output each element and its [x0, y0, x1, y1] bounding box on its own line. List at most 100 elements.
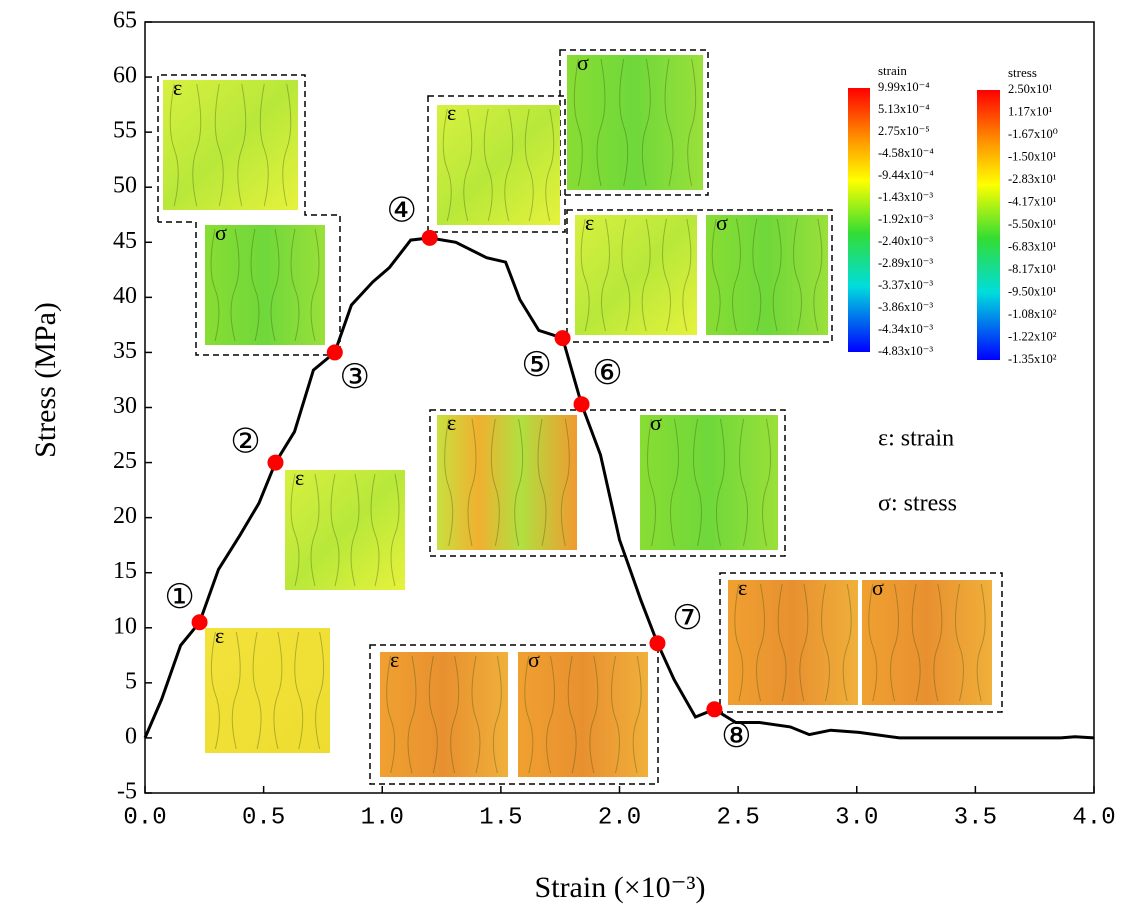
- inset-texture: [504, 108, 514, 222]
- x-tick-label: 3.5: [954, 804, 997, 831]
- state-label: ①: [164, 579, 194, 616]
- inset-texture: [762, 418, 771, 547]
- inset-texture: [567, 655, 577, 774]
- state-label: ④: [386, 193, 416, 230]
- inset-texture: [231, 631, 241, 750]
- inset-texture: [386, 655, 396, 774]
- inset-image: [728, 580, 858, 705]
- inset-texture: [734, 583, 744, 702]
- legend-note: ε: strain: [878, 426, 954, 452]
- colorbar: [848, 88, 870, 352]
- x-tick-label: 0.0: [123, 804, 166, 831]
- inset-texture: [450, 655, 460, 774]
- colorbar-title: strain: [878, 63, 907, 78]
- inset-texture: [390, 473, 400, 587]
- colorbar-label: -1.08x10²: [1008, 307, 1057, 321]
- x-tick-label: 1.0: [361, 804, 404, 831]
- inset-texture: [214, 83, 224, 207]
- colorbar-label: -3.37x10⁻³: [878, 278, 933, 292]
- x-tick-label: 0.5: [242, 804, 285, 831]
- y-tick-label: 35: [113, 338, 137, 364]
- inset-texture: [933, 583, 943, 702]
- colorbar-label: -1.92x10⁻³: [878, 212, 933, 226]
- inset-label: ε: [447, 100, 456, 125]
- y-tick-label: -5: [117, 779, 137, 805]
- inset-texture: [868, 583, 878, 702]
- inset-texture: [813, 218, 823, 332]
- inset-texture: [524, 108, 534, 222]
- state-point: [706, 701, 723, 718]
- y-tick-label: 0: [125, 723, 137, 749]
- inset-texture: [687, 58, 697, 187]
- inset-texture: [647, 418, 656, 547]
- inset-label: ε: [585, 210, 594, 235]
- inset-texture: [330, 473, 340, 587]
- inset-texture: [537, 418, 547, 547]
- state-label: ⑥: [592, 355, 622, 392]
- inset-texture: [739, 418, 748, 547]
- y-tick-label: 50: [113, 173, 137, 199]
- inset-texture: [259, 83, 269, 207]
- colorbar-label: -2.40x10⁻³: [878, 234, 933, 248]
- inset-image: [437, 105, 560, 225]
- colorbar-title: stress: [1008, 65, 1037, 80]
- y-tick-label: 30: [113, 393, 137, 419]
- inset-image: [706, 215, 828, 335]
- y-tick-label: 40: [113, 283, 137, 309]
- inset-texture: [821, 583, 830, 702]
- y-tick-label: 20: [113, 503, 137, 529]
- colorbar-label: -1.50x10¹: [1008, 149, 1057, 163]
- inset-texture: [890, 583, 899, 702]
- inset-image: [285, 470, 405, 590]
- inset-texture: [230, 228, 240, 342]
- inset-label: ε: [738, 575, 747, 600]
- inset-texture: [407, 655, 417, 774]
- inset-texture: [756, 583, 765, 702]
- inset-texture: [310, 473, 320, 587]
- inset-texture: [976, 583, 986, 702]
- colorbar: [977, 90, 1000, 360]
- inset-texture: [596, 58, 606, 187]
- y-tick-label: 45: [113, 228, 137, 254]
- inset-texture: [693, 418, 702, 547]
- inset-label: ε: [215, 623, 224, 648]
- inset-texture: [428, 655, 438, 774]
- inset-texture: [250, 228, 260, 342]
- inset-texture: [237, 83, 247, 207]
- y-tick-label: 5: [125, 668, 137, 694]
- y-tick-label: 55: [113, 118, 137, 144]
- y-tick-label: 25: [113, 448, 137, 474]
- state-point: [326, 344, 343, 361]
- inset-texture: [955, 583, 964, 702]
- inset-texture: [490, 418, 500, 547]
- inset-label: ε: [390, 647, 399, 672]
- y-tick-label: 65: [113, 8, 137, 34]
- colorbar-label: 2.50x10¹: [1008, 82, 1053, 96]
- inset-texture: [911, 583, 921, 702]
- inset-image: [163, 80, 298, 210]
- inset-texture: [716, 418, 725, 547]
- inset-image: [437, 415, 577, 550]
- inset-label: ε: [173, 75, 182, 100]
- inset-image: [380, 652, 508, 777]
- inset-image: [518, 652, 648, 777]
- state-label: ⑤: [521, 347, 551, 384]
- inset-texture: [842, 583, 852, 702]
- inset-frames: [157, 49, 1003, 785]
- inset-image: [575, 215, 697, 335]
- inset-texture: [210, 228, 220, 342]
- inset-label: σ: [528, 647, 540, 672]
- state-label: ⑦: [672, 600, 702, 637]
- inset-texture: [799, 583, 809, 702]
- inset-texture: [442, 108, 452, 222]
- colorbar-label: -1.43x10⁻³: [878, 190, 933, 204]
- inset-texture: [662, 218, 671, 332]
- x-tick-label: 3.0: [835, 804, 878, 831]
- colorbar-label: -5.50x10¹: [1008, 217, 1057, 231]
- inset-texture: [664, 58, 674, 187]
- inset-image: [640, 415, 778, 550]
- inset-texture: [514, 418, 524, 547]
- inset-texture: [777, 583, 787, 702]
- inset-texture: [589, 655, 599, 774]
